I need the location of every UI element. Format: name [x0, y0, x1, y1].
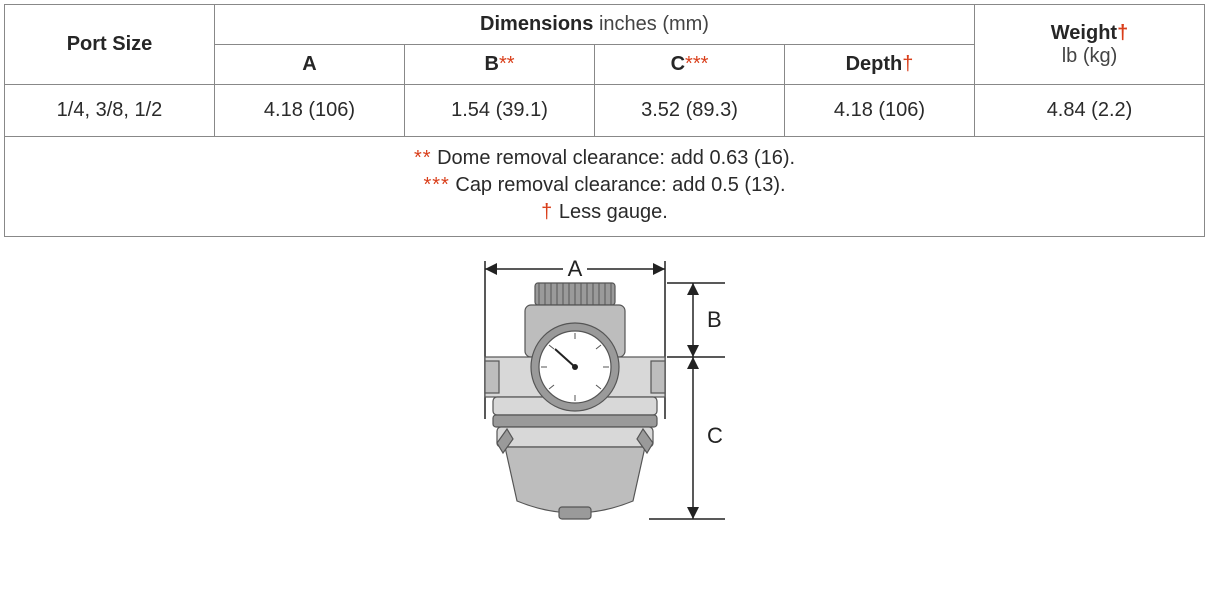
header-weight: Weight† lb (kg) — [975, 5, 1205, 85]
header-port-size: Port Size — [5, 5, 215, 85]
note-2-text: Cap removal clearance: add 0.5 (13). — [450, 174, 786, 196]
note-3-symbol: † — [541, 201, 553, 223]
header-col-a: A — [215, 45, 405, 85]
cell-c: 3.52 (89.3) — [595, 85, 785, 137]
header-col-c-symbol: *** — [685, 53, 708, 75]
table-notes-row: ** Dome removal clearance: add 0.63 (16)… — [5, 137, 1205, 237]
diagram-container: A — [4, 249, 1205, 549]
header-weight-symbol: † — [1117, 22, 1128, 44]
cell-b: 1.54 (39.1) — [405, 85, 595, 137]
header-port-size-label: Port Size — [67, 33, 153, 55]
dimensions-table: Port Size Dimensions inches (mm) Weight†… — [4, 4, 1205, 237]
table-row: 1/4, 3/8, 1/2 4.18 (106) 1.54 (39.1) 3.5… — [5, 85, 1205, 137]
dim-label-b: B — [707, 307, 722, 332]
header-col-depth: Depth† — [785, 45, 975, 85]
cell-port-size: 1/4, 3/8, 1/2 — [5, 85, 215, 137]
note-2-symbol: *** — [423, 174, 449, 196]
flange-mid — [493, 415, 657, 427]
cell-a: 4.18 (106) — [215, 85, 405, 137]
header-weight-units: lb (kg) — [1062, 45, 1118, 67]
header-col-c-label: C — [671, 53, 685, 75]
header-col-b-symbol: ** — [499, 53, 515, 75]
flange-lower — [497, 427, 653, 447]
note-1-text: Dome removal clearance: add 0.63 (16). — [432, 147, 796, 169]
header-col-c: C*** — [595, 45, 785, 85]
regulator-body — [485, 283, 665, 519]
gauge-hub — [572, 364, 578, 370]
header-dimensions-units: inches (mm) — [593, 13, 709, 35]
header-dimensions-title: Dimensions — [480, 13, 593, 35]
cell-weight: 4.84 (2.2) — [975, 85, 1205, 137]
dim-label-a: A — [567, 256, 582, 281]
header-dimensions: Dimensions inches (mm) — [215, 5, 975, 45]
port-left — [485, 361, 499, 393]
regulator-diagram: A — [435, 249, 775, 549]
header-col-b: B** — [405, 45, 595, 85]
cell-depth: 4.18 (106) — [785, 85, 975, 137]
header-col-depth-label: Depth — [846, 53, 903, 75]
dim-label-c: C — [707, 423, 723, 448]
table-header-row-1: Port Size Dimensions inches (mm) Weight†… — [5, 5, 1205, 45]
header-col-a-label: A — [302, 53, 316, 75]
note-3-text: Less gauge. — [553, 201, 668, 223]
header-col-depth-symbol: † — [902, 53, 913, 75]
bowl — [505, 447, 645, 513]
notes-cell: ** Dome removal clearance: add 0.63 (16)… — [5, 137, 1205, 237]
drain — [559, 507, 591, 519]
note-1-symbol: ** — [414, 147, 432, 169]
header-weight-title: Weight — [1051, 22, 1117, 44]
port-right — [651, 361, 665, 393]
header-col-b-label: B — [484, 53, 498, 75]
